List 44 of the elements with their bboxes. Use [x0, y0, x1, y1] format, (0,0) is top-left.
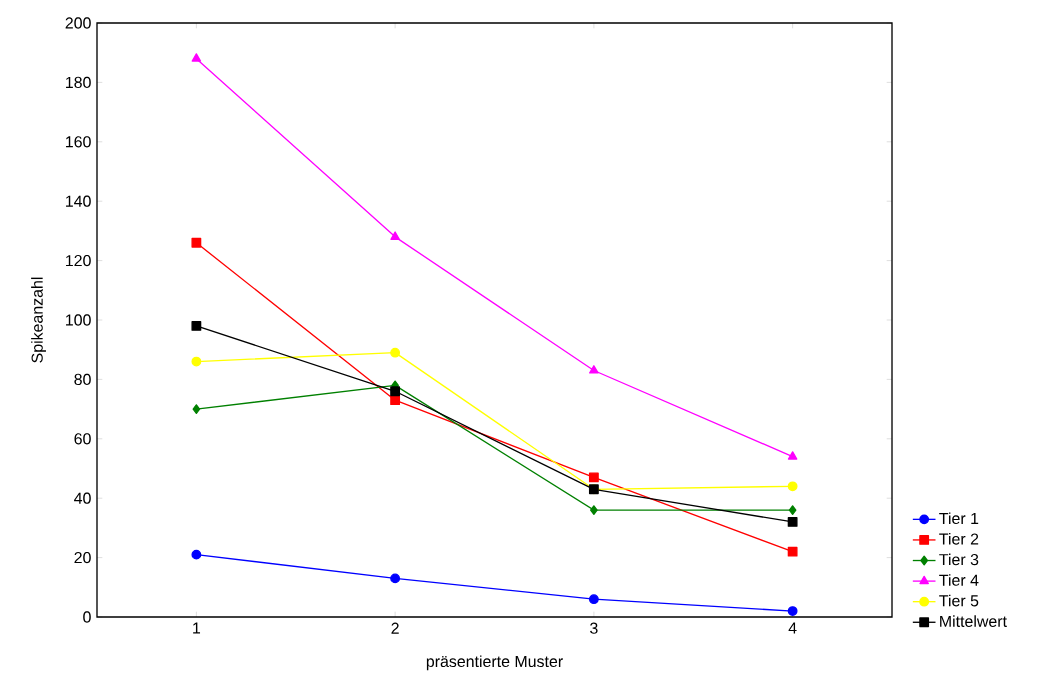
point: [787, 546, 798, 557]
point: [191, 356, 202, 367]
point: [390, 231, 400, 240]
y-tick-label: 0: [83, 611, 91, 623]
y-tick-label: 100: [66, 314, 91, 326]
point: [787, 517, 798, 527]
legend-label: Tier 2: [939, 532, 979, 545]
point: [590, 505, 598, 515]
y-axis-title: Spikeanzahl: [31, 277, 46, 363]
x-tick-label: 3: [590, 622, 598, 634]
point: [588, 594, 599, 605]
point: [390, 573, 401, 584]
point: [390, 395, 401, 406]
y-tick-label: 20: [74, 551, 91, 564]
legend-label: Tier 1: [939, 512, 979, 525]
point: [787, 451, 798, 460]
point: [788, 505, 797, 515]
y-tick-label: 120: [66, 254, 91, 267]
point: [191, 549, 202, 560]
point: [390, 386, 401, 397]
x-tick-label: 4: [788, 622, 797, 634]
y-tick-label: 60: [74, 433, 91, 445]
x-axis-title: präsentierte Muster: [426, 655, 563, 671]
point: [787, 606, 798, 616]
y-tick-label: 160: [66, 136, 91, 148]
x-tick-label: 1: [193, 622, 201, 634]
point: [588, 472, 599, 483]
legend-label: Tier 4: [939, 574, 979, 586]
y-tick-label: 140: [66, 195, 91, 207]
legend-label: Tier 3: [939, 553, 979, 566]
legend-label: Tier 5: [939, 594, 979, 607]
point: [589, 365, 599, 374]
x-tick-label: 2: [391, 622, 399, 634]
y-tick-label: 40: [74, 492, 91, 504]
point: [787, 481, 798, 492]
point: [192, 404, 201, 415]
y-tick-label: 80: [74, 373, 91, 386]
legend-label: Mittelwert: [940, 615, 1007, 627]
point: [191, 237, 202, 248]
point: [191, 53, 202, 62]
y-tick-label: 200: [65, 17, 91, 29]
point: [390, 347, 401, 358]
y-tick-label: 180: [66, 76, 91, 89]
point: [191, 321, 202, 331]
